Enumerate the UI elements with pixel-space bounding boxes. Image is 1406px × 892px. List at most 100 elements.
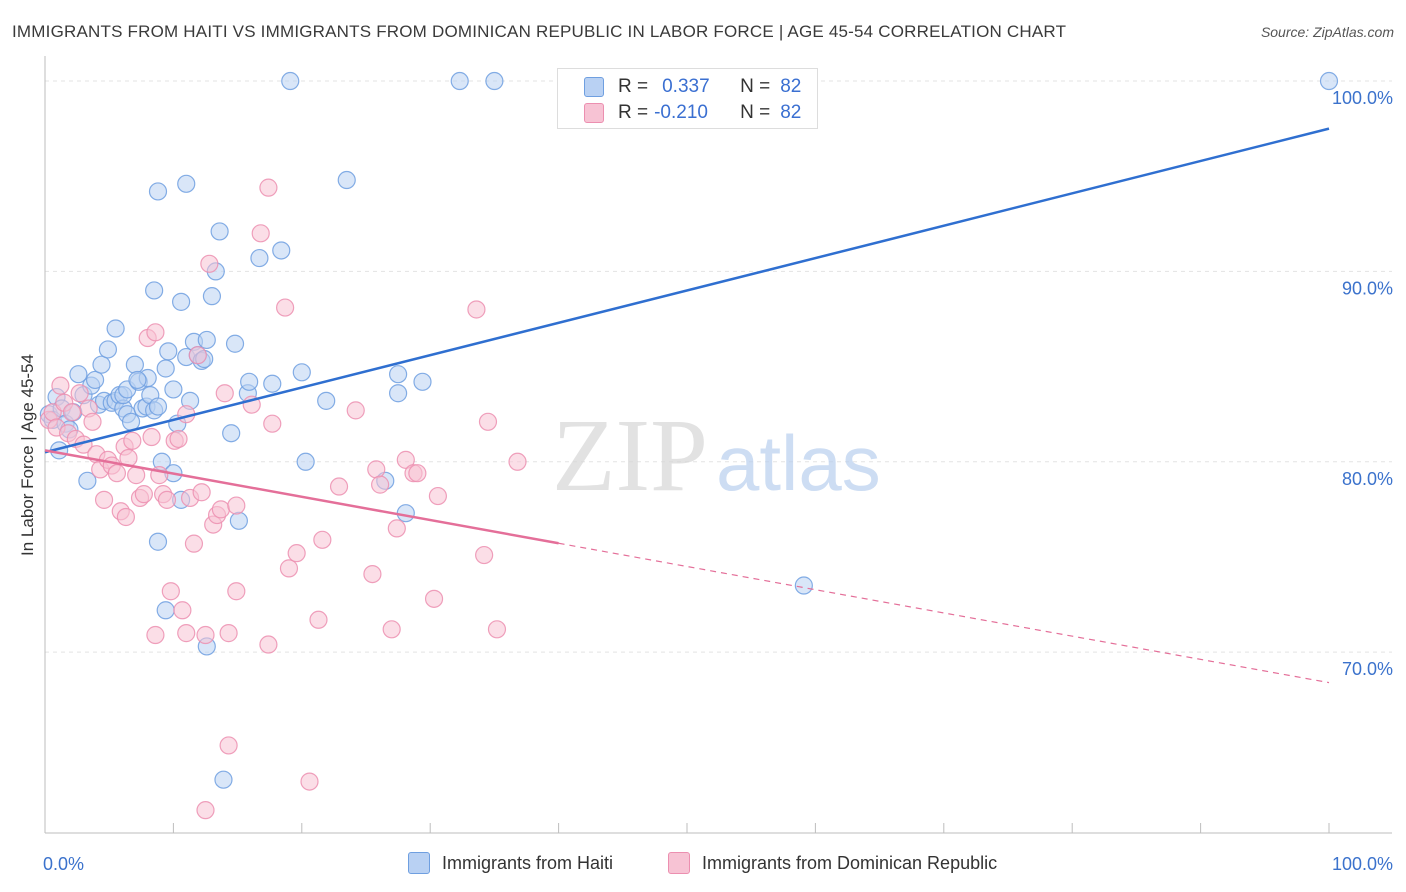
dominican-republic-point: [259, 635, 278, 654]
dominican-republic-point: [134, 485, 153, 504]
r-value: -0.210: [654, 102, 708, 123]
dominican-republic-point: [142, 427, 161, 447]
haiti-swatch: [584, 77, 604, 97]
dominican-republic-point: [475, 545, 494, 565]
trend-line: [44, 449, 559, 545]
dr-swatch: [584, 103, 604, 123]
y-tick-label: 70.0%: [1342, 659, 1393, 679]
haiti-point: [197, 330, 216, 350]
dominican-republic-point: [313, 530, 332, 549]
gridlines: [45, 80, 1392, 653]
dominican-republic-point: [192, 483, 211, 502]
dominican-republic-point: [227, 582, 246, 601]
dominican-republic-point: [157, 490, 177, 509]
dominican-republic-point: [346, 401, 365, 420]
dominican-republic-point: [329, 477, 349, 496]
r-label: R =: [618, 76, 649, 97]
haiti-point: [164, 380, 183, 399]
stats-legend: R = 0.337 N = 82 R = -0.210 N = 82: [557, 68, 818, 129]
dr-legend-swatch: [668, 852, 690, 874]
dominican-republic-point: [424, 589, 444, 608]
haiti-point: [225, 334, 245, 353]
y-tick-label: 90.0%: [1342, 278, 1393, 298]
haiti-point: [92, 355, 111, 374]
haiti-point: [337, 170, 356, 190]
dominican-republic-point: [83, 412, 102, 431]
dominican-republic-point: [251, 224, 270, 243]
haiti-point: [145, 281, 164, 300]
dominican-republic-point: [51, 376, 70, 395]
haiti-point: [78, 471, 97, 490]
dominican-republic-point: [219, 736, 238, 755]
haiti-point: [202, 287, 222, 306]
haiti-point: [317, 391, 336, 410]
haiti-point: [222, 424, 241, 443]
n-label: N =: [740, 76, 771, 97]
chart-title: IMMIGRANTS FROM HAITI VS IMMIGRANTS FROM…: [12, 22, 1067, 41]
r-label: R =: [618, 102, 649, 123]
haiti-point: [85, 370, 105, 390]
haiti-point: [413, 372, 432, 391]
dominican-republic-point: [276, 298, 295, 317]
dominican-republic-point: [371, 475, 390, 494]
haiti-point: [172, 292, 191, 311]
dominican-republic-point: [184, 534, 204, 553]
haiti-point: [229, 511, 248, 530]
dominican-republic-point: [387, 519, 406, 538]
watermark: ZIP atlas: [552, 398, 881, 513]
haiti-legend-swatch: [408, 852, 430, 874]
dominican-republic-point: [70, 384, 89, 403]
stats-row-haiti: R = 0.337 N = 82: [558, 74, 801, 100]
haiti-point: [159, 342, 178, 361]
axes: [44, 56, 1392, 834]
dominican-republic-point: [161, 582, 180, 601]
dominican-republic-point: [367, 460, 386, 479]
haiti-point: [156, 359, 175, 378]
dominican-republic-point: [215, 384, 234, 403]
dominican-republic-point: [173, 601, 192, 620]
legend-label: Immigrants from Dominican Republic: [702, 852, 998, 873]
dominican-republic-point: [219, 624, 238, 643]
dominican-republic-point: [196, 801, 215, 820]
haiti-point: [292, 363, 311, 382]
r-value: 0.337: [662, 76, 710, 97]
dominican-republic-point: [279, 559, 299, 578]
dominican-republic-point: [211, 500, 231, 519]
haiti-point: [148, 532, 168, 551]
dominican-republic-point: [107, 464, 127, 483]
dominican-republic-point: [467, 300, 486, 319]
legend-item-haiti: Immigrants from Haiti: [408, 852, 613, 874]
data-points: [39, 71, 1339, 820]
y-tick-label: 80.0%: [1342, 469, 1393, 489]
dominican-republic-point: [428, 486, 448, 506]
dominican-republic-point: [177, 624, 196, 643]
n-label: N =: [740, 102, 771, 123]
haiti-point: [98, 340, 118, 359]
trend-line-extension: [558, 542, 1330, 684]
y-axis-label: In Labor Force | Age 45-54: [18, 354, 37, 556]
dominican-republic-point: [94, 490, 114, 509]
stats-row-dr: R = -0.210 N = 82: [558, 100, 801, 126]
dominican-republic-point: [146, 625, 165, 645]
dominican-republic-point: [62, 403, 82, 422]
dominican-republic-point: [123, 431, 142, 450]
legend-item-dominican-republic: Immigrants from Dominican Republic: [668, 852, 997, 874]
haiti-point: [177, 174, 196, 193]
haiti-point: [156, 601, 175, 620]
haiti-point: [296, 452, 315, 471]
haiti-point: [250, 248, 269, 268]
dominican-republic-point: [382, 620, 401, 639]
trend-line: [44, 127, 1330, 454]
haiti-point: [240, 372, 259, 391]
haiti-point: [214, 770, 233, 789]
x-tick-label: 100.0%: [1332, 854, 1393, 874]
series-legend: Immigrants from Haiti Immigrants from Do…: [0, 852, 1406, 878]
dominican-republic-point: [487, 620, 507, 639]
dominican-republic-point: [300, 772, 319, 791]
dominican-republic-point: [227, 496, 246, 515]
haiti-point: [389, 384, 408, 403]
haiti-point: [485, 71, 504, 91]
watermark-zip: ZIP: [552, 398, 708, 513]
haiti-point: [1319, 71, 1339, 91]
